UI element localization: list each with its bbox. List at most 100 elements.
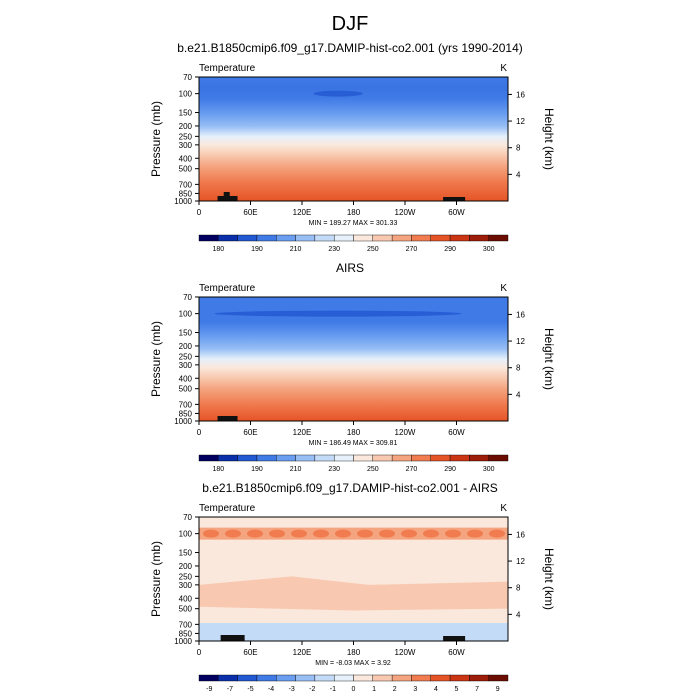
y-tick-label: 700 xyxy=(179,620,193,629)
height-tick-label: 12 xyxy=(516,557,525,566)
y-tick-label: 700 xyxy=(179,180,193,189)
colorbar-swatch xyxy=(256,234,277,242)
warm-core xyxy=(467,529,483,538)
height-tick-label: 8 xyxy=(516,364,521,373)
colorbar-swatch xyxy=(314,674,335,682)
y-tick-label: 500 xyxy=(179,385,193,394)
height-tick-label: 4 xyxy=(516,390,521,399)
colorbar-swatch xyxy=(333,454,354,462)
colorbar-label: 1 xyxy=(372,686,376,693)
x-tick-label: 120W xyxy=(395,428,416,437)
y-tick-label: 300 xyxy=(179,141,193,150)
height-tick-label: 4 xyxy=(516,170,521,179)
x-tick-label: 120W xyxy=(395,208,416,217)
y-tick-label: 100 xyxy=(179,310,193,319)
cold-band xyxy=(214,310,462,317)
y-tick-label: 200 xyxy=(179,562,193,571)
colorbar-label: 180 xyxy=(212,466,224,473)
height-tick-label: 8 xyxy=(516,584,521,593)
y2-axis-label: Height (km) xyxy=(542,108,556,170)
x-tick-label: 60W xyxy=(448,648,465,657)
y-axis-label: Pressure (mb) xyxy=(149,321,163,397)
colorbar-label: 210 xyxy=(290,246,302,253)
colorbar-swatch xyxy=(488,674,509,682)
colorbar-label: 270 xyxy=(406,466,418,473)
colorbar-swatch xyxy=(469,234,489,242)
contour-field xyxy=(199,297,508,421)
height-tick-label: 16 xyxy=(516,530,525,539)
warm-core xyxy=(269,529,285,538)
x-tick-label: 60W xyxy=(448,208,465,217)
colorbar-swatch xyxy=(237,234,258,242)
field-gradient xyxy=(199,77,508,201)
x-tick-label: 0 xyxy=(197,208,202,217)
colorbar-swatch xyxy=(198,674,219,682)
left-label: Temperature xyxy=(199,503,256,514)
colorbar-swatch xyxy=(237,674,258,682)
colorbar-swatch xyxy=(314,454,335,462)
x-tick-label: 120E xyxy=(293,208,312,217)
units-label: K xyxy=(500,63,507,74)
colorbar-swatch xyxy=(276,234,296,242)
y-tick-label: 150 xyxy=(179,549,193,558)
colorbar-swatch xyxy=(198,454,219,462)
colorbar-label: 270 xyxy=(406,246,418,253)
colorbar-swatch xyxy=(469,674,489,682)
warm-layer xyxy=(199,576,508,611)
x-tick-label: 60W xyxy=(448,428,465,437)
y-tick-label: 100 xyxy=(179,530,193,539)
y2-axis-label: Height (km) xyxy=(542,328,556,390)
colorbar-swatch xyxy=(353,674,374,682)
y-tick-label: 850 xyxy=(179,629,193,638)
topography xyxy=(443,197,466,201)
warm-core xyxy=(291,529,307,538)
colorbar-label: -7 xyxy=(227,686,233,693)
y-tick-label: 700 xyxy=(179,400,193,409)
y-tick-label: 1000 xyxy=(174,637,192,646)
stats-text: MIN = 186.49 MAX = 309.81 xyxy=(309,440,398,447)
y-tick-label: 250 xyxy=(179,572,193,581)
colorbar-label: 7 xyxy=(475,686,479,693)
warm-core xyxy=(423,529,439,538)
stats-text: MIN = 189.27 MAX = 301.33 xyxy=(309,220,398,227)
panel-title: AIRS xyxy=(336,261,364,275)
x-tick-label: 0 xyxy=(197,648,202,657)
warm-core xyxy=(335,529,351,538)
colorbar-swatch xyxy=(333,674,354,682)
y-tick-label: 400 xyxy=(179,154,193,163)
y-tick-label: 100 xyxy=(179,90,193,99)
colorbar-label: 250 xyxy=(367,466,379,473)
colorbar-swatch xyxy=(314,234,335,242)
colorbar-label: 4 xyxy=(434,686,438,693)
warm-core xyxy=(313,529,329,538)
colorbar-swatch xyxy=(411,454,431,462)
topography xyxy=(443,636,466,641)
warm-core xyxy=(489,529,505,538)
warm-core xyxy=(357,529,373,538)
x-tick-label: 180 xyxy=(347,648,361,657)
panel-3: b.e21.B1850cmip6.f09_g17.DAMIP-hist-co2.… xyxy=(149,481,556,693)
warm-core xyxy=(247,529,263,538)
x-tick-label: 60E xyxy=(243,208,257,217)
y2-axis-label: Height (km) xyxy=(542,548,556,610)
height-tick-label: 8 xyxy=(516,144,521,153)
x-tick-label: 0 xyxy=(197,428,202,437)
y-tick-label: 850 xyxy=(179,189,193,198)
y-axis-label: Pressure (mb) xyxy=(149,101,163,177)
warm-core xyxy=(445,529,461,538)
colorbar-swatch xyxy=(391,674,412,682)
y-tick-label: 200 xyxy=(179,122,193,131)
colorbar-swatch xyxy=(449,454,470,462)
height-tick-label: 4 xyxy=(516,610,521,619)
colorbar-label: 9 xyxy=(496,686,500,693)
colorbar-label: 230 xyxy=(328,246,340,253)
colorbar-swatch xyxy=(295,674,316,682)
warm-band xyxy=(199,527,508,540)
field-gradient xyxy=(199,297,508,421)
y-tick-label: 500 xyxy=(179,165,193,174)
colorbar-label: 290 xyxy=(444,246,456,253)
y-axis-label: Pressure (mb) xyxy=(149,541,163,617)
panel-title: b.e21.B1850cmip6.f09_g17.DAMIP-hist-co2.… xyxy=(202,481,498,495)
colorbar-swatch xyxy=(372,234,393,242)
